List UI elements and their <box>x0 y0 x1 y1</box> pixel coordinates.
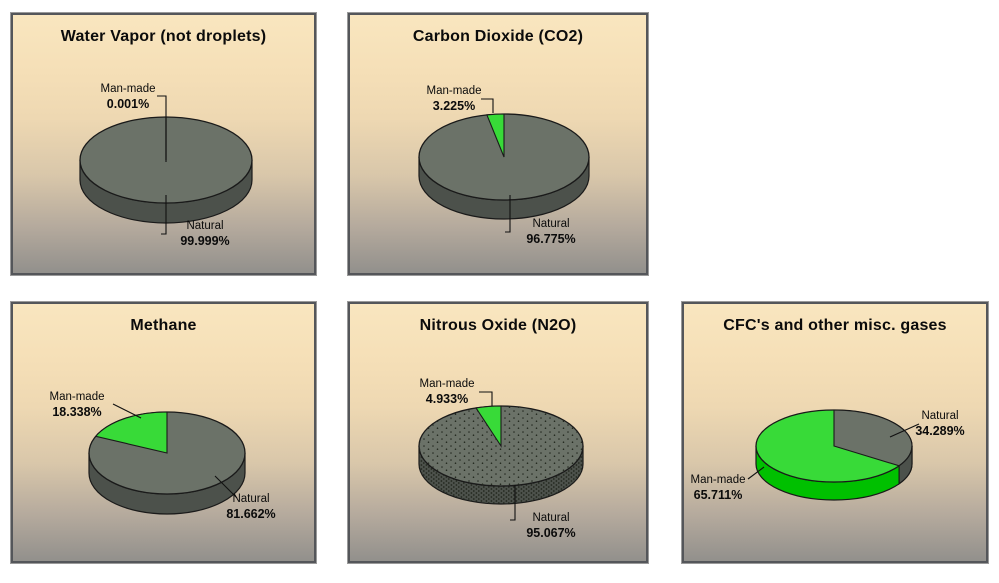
slice-label-name: Natural <box>186 220 224 232</box>
chart-title: Carbon Dioxide (CO2) <box>412 28 584 45</box>
slice-label-name: Natural <box>532 512 570 524</box>
slice-label-value: 3.225% <box>432 98 476 113</box>
pie-chart-methane <box>88 403 246 515</box>
slice-label-name: Natural <box>921 410 959 422</box>
chart-title: Nitrous Oxide (N2O) <box>419 317 577 334</box>
slice-label-value: 99.999% <box>180 233 230 248</box>
chart-panel-cfcs: CFC's and other misc. gases Man-made 65.… <box>681 301 989 564</box>
leader-line-natural <box>214 475 238 499</box>
slice-label-value: 4.933% <box>425 391 469 406</box>
slice-label-value: 0.001% <box>106 96 150 111</box>
chart-panel-carbon-dioxide: Carbon Dioxide (CO2) Man-made 3.225% Nat… <box>347 12 649 276</box>
slice-label-natural: Natural 81.662% <box>226 493 275 521</box>
slice-label-name: Natural <box>532 218 570 230</box>
slice-label-name: Man-made <box>49 391 105 403</box>
pie-chart-nitrous-oxide <box>418 391 584 521</box>
leader-line-natural <box>161 195 167 235</box>
leader-line-man-made <box>112 403 142 419</box>
slice-label-man-made: Man-made 0.001% <box>101 83 156 111</box>
slice-label-natural: Natural 34.289% <box>915 410 964 438</box>
leader-line-natural <box>889 423 920 438</box>
slice-label-name: Man-made <box>426 85 482 97</box>
man-made-slice <box>94 411 168 454</box>
leader-line-natural <box>505 195 511 233</box>
natural-slice-side <box>898 445 913 485</box>
chart-panel-methane: Methane Man-made 18.338% Natural 81.662% <box>10 301 317 564</box>
slice-label-name: Man-made <box>419 378 475 390</box>
slice-label-natural: Natural 95.067% <box>526 512 575 540</box>
leader-line-man-made <box>747 466 765 480</box>
slice-label-man-made: Man-made 18.338% <box>50 391 105 419</box>
slice-label-natural: Natural 96.775% <box>526 218 575 246</box>
slice-label-value: 95.067% <box>526 525 576 540</box>
slice-label-natural: Natural 99.999% <box>180 220 229 248</box>
slice-label-value: 96.775% <box>526 231 576 246</box>
pie-side-texture <box>419 446 583 504</box>
slice-label-value: 34.289% <box>915 423 965 438</box>
man-made-slice <box>486 113 505 158</box>
leader-line-man-made <box>479 391 493 406</box>
slice-label-man-made: Man-made 4.933% <box>420 378 475 406</box>
chart-title: Methane <box>130 317 197 334</box>
slice-label-value: 81.662% <box>226 506 276 521</box>
man-made-slice <box>475 405 502 448</box>
slice-label-value: 65.711% <box>693 487 743 502</box>
slice-label-man-made: Man-made 65.711% <box>691 474 746 502</box>
pie-chart-water-vapor <box>79 95 253 235</box>
slice-label-value: 18.338% <box>52 404 102 419</box>
pie-chart-carbon-dioxide <box>418 98 590 233</box>
chart-title: Water Vapor (not droplets) <box>60 28 267 45</box>
chart-panel-water-vapor: Water Vapor (not droplets) Man-made 0.00… <box>10 12 317 276</box>
chart-panel-nitrous-oxide: Nitrous Oxide (N2O) Man-made 4.933% Natu… <box>347 301 649 564</box>
chart-title: CFC's and other misc. gases <box>723 317 947 334</box>
pie-chart-cfcs <box>747 409 920 501</box>
slice-label-name: Man-made <box>100 83 156 95</box>
slice-label-man-made: Man-made 3.225% <box>427 85 482 113</box>
leader-line-natural <box>510 485 516 521</box>
slice-label-name: Natural <box>232 493 270 505</box>
leader-line-man-made <box>481 98 494 113</box>
slice-label-name: Man-made <box>690 474 746 486</box>
leader-line-man-made <box>157 95 167 162</box>
